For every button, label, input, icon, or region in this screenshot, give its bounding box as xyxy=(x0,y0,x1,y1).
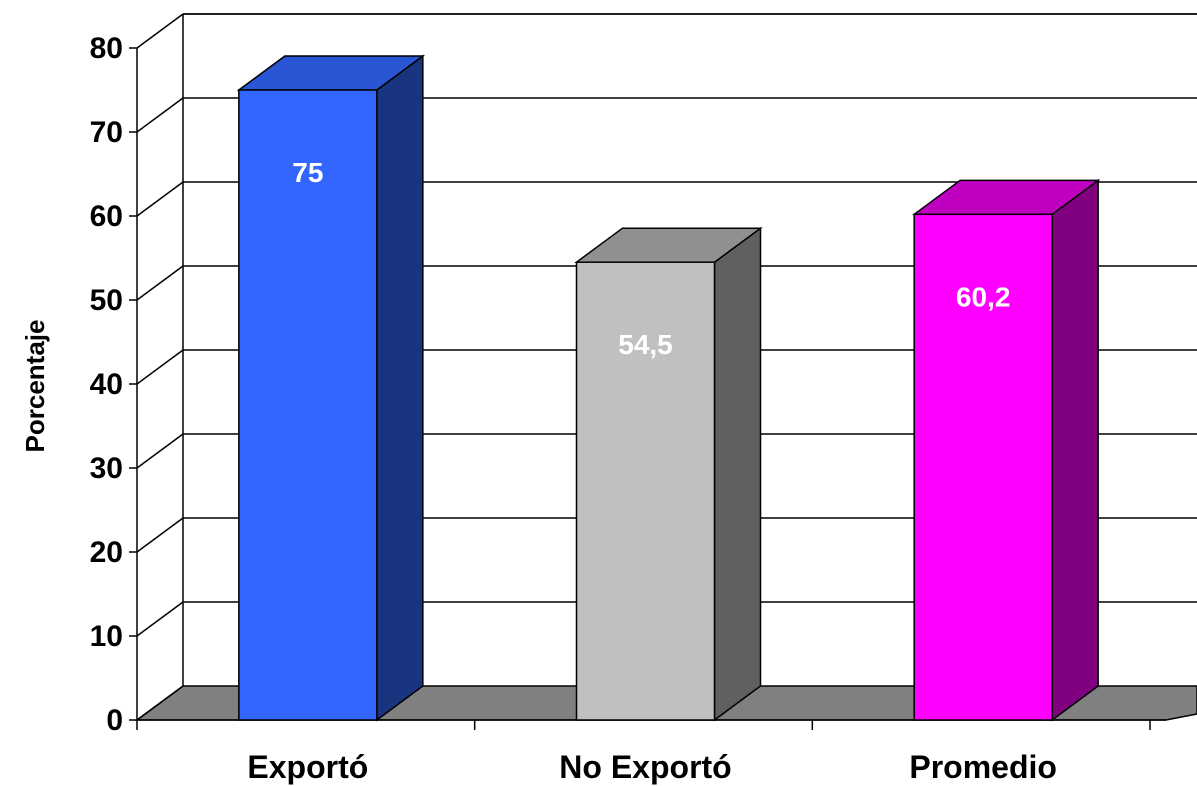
bar-front-face xyxy=(238,89,378,721)
y-tick-label: 50 xyxy=(90,284,123,317)
bar-side-face xyxy=(376,54,424,722)
y-tick-label: 0 xyxy=(106,704,123,737)
y-tick-label: 40 xyxy=(90,368,123,401)
bars xyxy=(236,54,1101,722)
bar-front-face xyxy=(575,261,716,721)
y-tick-label: 10 xyxy=(90,620,123,653)
bar xyxy=(574,226,763,722)
y-tick-label: 30 xyxy=(90,452,123,485)
data-label: 60,2 xyxy=(956,281,1011,312)
gridline-diagonal xyxy=(136,433,184,469)
gridline-diagonal xyxy=(136,97,184,133)
bar-front-face xyxy=(913,213,1053,721)
bar xyxy=(236,54,426,722)
x-category-label: No Exportó xyxy=(559,749,731,785)
gridline-diagonal xyxy=(136,685,184,721)
bar-side-face xyxy=(1051,178,1099,722)
y-axis-title: Porcentaje xyxy=(20,320,50,453)
y-tick-label: 20 xyxy=(90,536,123,569)
labels: 75 Exportó 54,5 No Exportó 60,2 Promedio xyxy=(247,157,1057,785)
y-tick-label: 60 xyxy=(90,200,123,233)
gridline-diagonal xyxy=(136,265,184,301)
data-label: 75 xyxy=(292,157,323,188)
bar-side-face xyxy=(713,226,762,722)
gridline-diagonal xyxy=(136,517,184,553)
data-label: 54,5 xyxy=(618,329,673,360)
gridline-diagonal xyxy=(136,181,184,217)
gridline-diagonal xyxy=(136,13,184,49)
x-category-label: Exportó xyxy=(247,749,368,785)
bar xyxy=(911,178,1101,722)
gridline-diagonal xyxy=(136,601,184,637)
y-tick-label: 80 xyxy=(90,32,123,65)
x-category-label: Promedio xyxy=(909,749,1057,785)
y-tick-label: 70 xyxy=(90,116,123,149)
gridline-diagonal xyxy=(136,349,184,385)
